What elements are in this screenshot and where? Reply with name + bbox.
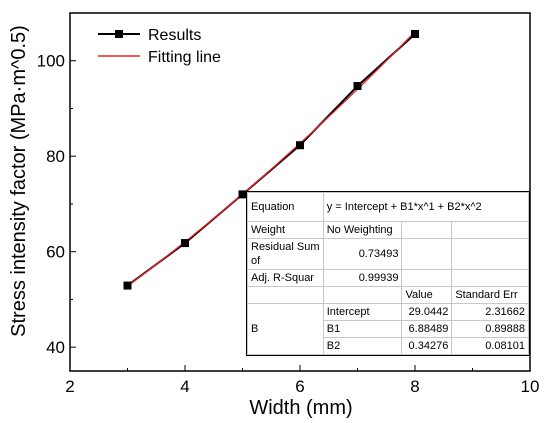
table-row: Adj. R-Squar 0.99939 [247, 269, 529, 287]
x-tick-label: 8 [410, 377, 419, 396]
adj-r-square-label: Adj. R-Squar [247, 269, 324, 287]
table-row: Value Standard Err [247, 286, 529, 304]
y-axis-title: Stress intensity factor (MPa·m^0.5) [8, 25, 30, 337]
parameter-group-label: B [247, 303, 324, 355]
y-tick-label: 60 [46, 243, 65, 262]
table-row: Equation y = Intercept + B1*x^1 + B2*x^2 [247, 192, 530, 222]
fit-results-table: Equation y = Intercept + B1*x^1 + B2*x^2… [246, 191, 530, 356]
data-point-results [411, 30, 419, 39]
param-name: Intercept [322, 303, 403, 321]
param-value: 0.34276 [401, 337, 453, 355]
table-row: Residual Sum of 0.73493 [247, 238, 529, 270]
x-tick-label: 2 [65, 377, 74, 396]
data-point-results [238, 190, 247, 199]
param-value: 29.0442 [401, 303, 453, 321]
table-row: B2 0.34276 0.08101 [248, 337, 529, 355]
equation-label: Equation [247, 192, 324, 222]
legend: Results Fitting line [98, 27, 221, 66]
y-tick-label: 40 [46, 338, 65, 357]
plot-area [123, 30, 419, 290]
x-tick-label: 10 [521, 377, 540, 396]
adj-r-square-value: 0.99939 [322, 269, 403, 287]
legend-marker-results [115, 30, 123, 38]
rss-value: 0.73493 [322, 238, 403, 270]
param-stderr: 0.89888 [451, 320, 529, 338]
series-line-fitting-line [127, 31, 416, 287]
y-tick-label: 100 [37, 52, 65, 71]
data-point-results [181, 239, 189, 248]
param-stderr: 0.08101 [451, 337, 529, 355]
param-stderr: 2.31662 [451, 303, 529, 321]
table-row: Weight No Weighting [247, 221, 529, 239]
param-name: B1 [322, 320, 403, 338]
column-header-standard-error: Standard Err [451, 286, 529, 304]
axes: 2 4 6 8 10 40 60 80 100 [37, 12, 540, 396]
x-axis-title: Width (mm) [249, 397, 352, 419]
x-tick-label: 4 [180, 377, 189, 396]
data-point-results [296, 141, 304, 150]
rss-label: Residual Sum of [247, 238, 324, 270]
table-row: B1 6.88489 0.89888 [248, 320, 529, 338]
param-value: 6.88489 [401, 320, 453, 338]
equation-value: y = Intercept + B1*x^1 + B2*x^2 [322, 192, 530, 222]
legend-label-results: Results [148, 27, 201, 44]
data-point-results [353, 82, 362, 91]
table-row: B Intercept 29.0442 2.31662 [247, 303, 529, 355]
weight-value: No Weighting [322, 221, 403, 239]
weight-label: Weight [247, 221, 324, 239]
column-header-value: Value [401, 286, 453, 304]
param-name: B2 [322, 337, 403, 355]
legend-label-fitting-line: Fitting line [148, 49, 221, 66]
x-tick-label: 6 [295, 377, 304, 396]
y-tick-label: 80 [46, 147, 65, 166]
data-point-results [123, 281, 132, 290]
